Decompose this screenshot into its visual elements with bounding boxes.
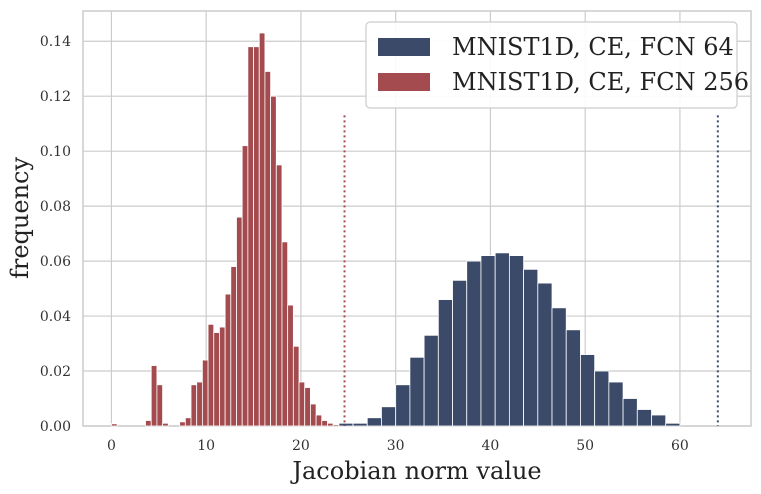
histogram-bar-fcn256 [196,381,203,427]
histogram-bar-fcn64 [537,282,553,427]
histogram-bar-fcn256 [264,71,272,427]
histogram-bar-fcn256 [310,403,317,427]
y-tick-label: 0.10 [40,144,71,160]
legend-label-fcn256: MNIST1D, CE, FCN 256 [452,68,749,96]
x-axis-label: Jacobian norm value [289,457,541,485]
histogram-bar-fcn64 [466,260,482,427]
histogram-bar-fcn64 [608,381,624,427]
x-tick-label: 0 [107,438,116,454]
histogram-bar-fcn256 [258,32,266,427]
histogram-bar-fcn64 [551,307,567,427]
histogram-bar-fcn256 [332,424,340,427]
histogram-bar-fcn256 [162,422,169,427]
histogram-bar-fcn256 [241,145,249,427]
histogram-bar-fcn256 [145,420,152,427]
histogram-bar-fcn64 [594,370,610,427]
histogram-bar-fcn256 [230,266,237,427]
x-tick-label: 50 [576,438,594,454]
legend-box [365,21,738,109]
histogram-bar-fcn256 [327,422,334,427]
histogram-bar-fcn64 [565,329,581,427]
histogram-bar-fcn64 [381,406,397,427]
y-tick-label: 0.12 [40,89,71,105]
legend-swatch-fcn64 [378,38,430,56]
y-tick-label: 0.02 [40,364,71,380]
histogram-bar-fcn256 [207,323,215,427]
histogram-bar-fcn256 [253,46,260,427]
histogram-bar-fcn256 [184,417,192,427]
legend-label-fcn64: MNIST1D, CE, FCN 64 [452,33,734,61]
histogram-bar-fcn256 [315,414,323,427]
histogram-bar-fcn64 [423,334,439,427]
histogram-bar-fcn64 [366,417,382,427]
histogram-bar-fcn256 [224,293,232,427]
histogram-bar-fcn64 [437,299,453,427]
histogram-bar-fcn256 [190,384,198,427]
histogram-bar-fcn64 [452,279,468,427]
y-tick-label: 0.06 [40,254,71,270]
histogram-bar-fcn64 [665,422,681,427]
histogram-bar-fcn256 [213,332,220,427]
y-tick-label: 0.14 [40,34,71,50]
histogram-bar-fcn64 [508,255,524,427]
x-tick-labels: 0 10 20 30 40 50 60 [107,438,689,454]
x-tick-label: 60 [671,438,689,454]
histogram-bar-fcn256 [179,421,186,427]
histogram-bar-fcn256 [201,359,209,427]
histogram-bar-fcn64 [523,268,539,427]
series-fcn256-bars [111,32,340,427]
histogram-bar-fcn64 [352,422,368,427]
histogram-bar-fcn256 [236,216,243,427]
histogram-bar-fcn256 [298,381,306,427]
histogram-bar-fcn64 [494,252,510,427]
histogram-bar-fcn256 [304,387,311,427]
y-axis-label: frequency [6,157,34,279]
histogram-bar-fcn256 [247,46,254,427]
histogram-bar-fcn256 [281,241,289,427]
x-tick-label: 10 [197,438,215,454]
histogram-bar-fcn64 [338,422,354,427]
legend: MNIST1D, CE, FCN 64 MNIST1D, CE, FCN 256 [365,21,749,109]
histogram-bar-fcn64 [651,414,667,427]
y-tick-label: 0.08 [40,199,71,215]
histogram-bar-fcn64 [395,384,411,427]
x-tick-label: 20 [292,438,310,454]
histogram-bar-fcn256 [270,95,277,427]
histogram-bar-fcn256 [292,345,300,427]
y-tick-label: 0.00 [40,419,71,435]
histogram-bar-fcn64 [580,354,596,427]
histogram-bar-fcn64 [480,255,496,427]
histogram-bar-fcn64 [409,356,425,427]
histogram-bar-fcn256 [287,304,294,427]
series-fcn64-bars [338,252,681,427]
histogram-bar-fcn256 [321,420,328,427]
histogram-bar-fcn256 [156,384,163,427]
legend-swatch-fcn256 [378,73,430,91]
histogram-bar-fcn256 [275,164,283,427]
x-tick-label: 30 [387,438,405,454]
histogram-bar-fcn256 [150,365,158,427]
histogram-bar-fcn64 [636,409,652,427]
histogram-bar-fcn256 [219,326,226,427]
x-tick-label: 40 [482,438,500,454]
y-tick-label: 0.04 [40,309,71,325]
histogram-bar-fcn256 [111,423,118,427]
y-tick-labels: 0.00 0.02 0.04 0.06 0.08 0.10 0.12 0.14 [40,34,71,435]
histogram-bar-fcn64 [622,398,638,427]
threshold-lines [343,115,719,426]
